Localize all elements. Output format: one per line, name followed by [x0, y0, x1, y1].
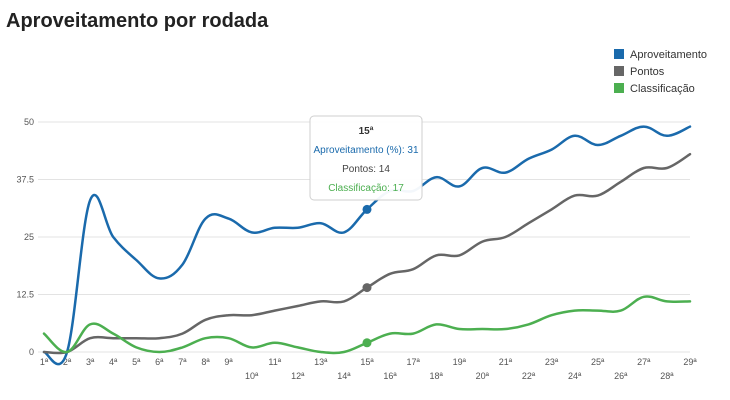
- x-tick-label: 10ª: [245, 371, 259, 381]
- tooltip: 15ª Aproveitamento (%): 31 Pontos: 14 Class…: [309, 115, 423, 201]
- x-tick-label: 16ª: [383, 371, 397, 381]
- x-tick-label: 26ª: [614, 371, 628, 381]
- legend-label[interactable]: Classificação: [630, 83, 695, 95]
- x-tick-label: 18ª: [430, 371, 444, 381]
- x-tick-label: 24ª: [568, 371, 582, 381]
- data-point: [362, 283, 372, 293]
- x-axis-ticks: 1ª 2ª 3ª 4ª 5ª 6ª 7ª 8ª 9ª 10ª 11ª 12ª 13ª 14ª 15ª 16ª 1…: [40, 357, 698, 381]
- x-tick-label: 27ª: [637, 357, 651, 367]
- series-aproveitamento-line: [42, 125, 692, 366]
- tooltip-classificacao: Classificação: 17: [328, 183, 404, 194]
- tooltip-header: 15ª: [359, 126, 374, 137]
- x-tick-label: 22ª: [522, 371, 536, 381]
- y-axis-ticks: 0 12.5 25 37.5 50: [16, 117, 34, 357]
- x-tick-label: 25ª: [591, 357, 605, 367]
- y-tick-label: 37.5: [16, 175, 34, 185]
- x-tick-label: 20ª: [476, 371, 490, 381]
- series-lines: [42, 125, 692, 366]
- x-tick-label: 7ª: [178, 357, 187, 367]
- x-tick-label: 6ª: [155, 357, 164, 367]
- legend-swatch[interactable]: [614, 83, 624, 93]
- x-tick-label: 21ª: [499, 357, 513, 367]
- x-tick-label: 23ª: [545, 357, 559, 367]
- legend-swatch[interactable]: [614, 49, 624, 59]
- legend: Aproveitamento Pontos Classificação: [614, 49, 707, 95]
- tooltip-aproveitamento: Aproveitamento (%): 31: [313, 145, 418, 156]
- legend-label[interactable]: Pontos: [630, 66, 665, 78]
- x-tick-label: 14ª: [337, 371, 351, 381]
- x-tick-label: 4ª: [109, 357, 118, 367]
- y-tick-label: 0: [29, 347, 34, 357]
- x-tick-label: 9ª: [224, 357, 233, 367]
- legend-swatch[interactable]: [614, 66, 624, 76]
- x-tick-label: 28ª: [660, 371, 674, 381]
- tooltip-box: [309, 115, 423, 201]
- data-point: [362, 338, 372, 348]
- x-tick-label: 3ª: [86, 357, 95, 367]
- tooltip-pontos: Pontos: 14: [342, 164, 390, 175]
- page-title: Aproveitamento por rodada: [6, 10, 269, 32]
- y-tick-label: 12.5: [16, 290, 34, 300]
- x-tick-label: 11ª: [268, 357, 281, 367]
- x-tick-label: 8ª: [201, 357, 210, 367]
- x-tick-label: 2ª: [63, 357, 72, 367]
- x-tick-label: 15ª: [360, 357, 374, 367]
- x-tick-label: 5ª: [132, 357, 141, 367]
- x-tick-label: 13ª: [314, 357, 328, 367]
- x-tick-label: 29ª: [683, 357, 697, 367]
- x-tick-label: 17ª: [406, 357, 420, 367]
- y-tick-label: 25: [24, 232, 34, 242]
- x-tick-label: 12ª: [291, 371, 305, 381]
- y-tick-label: 50: [24, 117, 34, 127]
- legend-label[interactable]: Aproveitamento: [630, 49, 707, 61]
- data-point: [362, 204, 372, 214]
- x-tick-label: 1ª: [40, 357, 49, 367]
- x-tick-label: 19ª: [453, 357, 467, 367]
